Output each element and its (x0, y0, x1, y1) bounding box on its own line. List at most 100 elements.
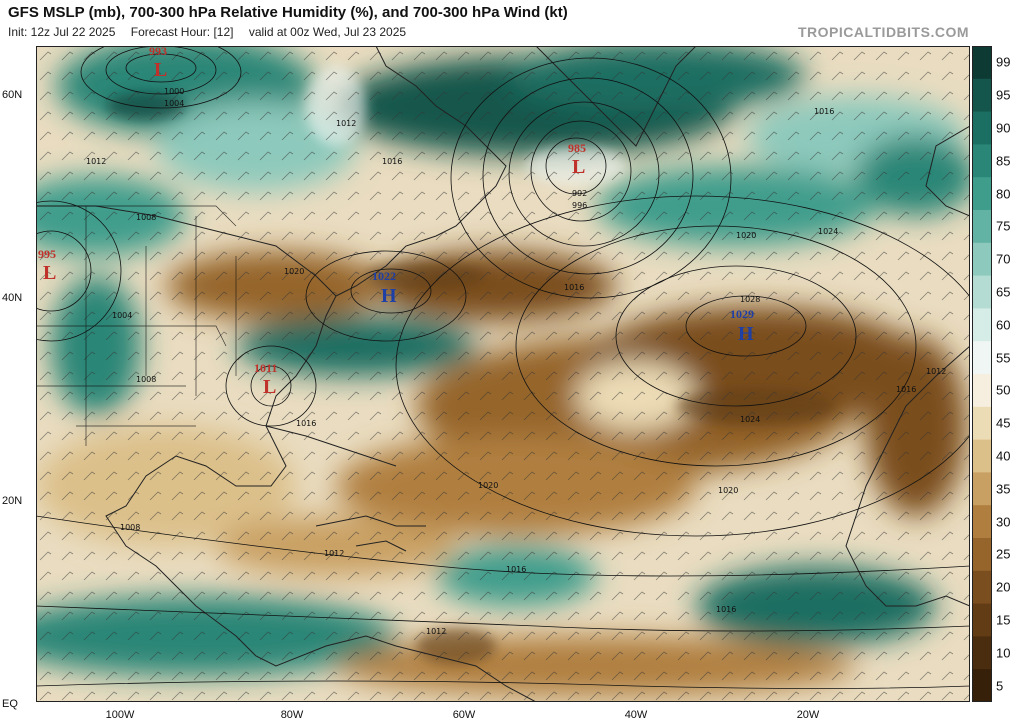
colorbar-swatch (972, 144, 992, 178)
colorbar-level-label: 20 (996, 579, 1011, 595)
isobar-label: 992 (572, 189, 587, 198)
isobar-label: 1016 (814, 107, 834, 116)
isobar-label: 1012 (86, 157, 106, 166)
colorbar-level-label: 65 (996, 284, 1011, 300)
colorbar-swatch (972, 570, 992, 605)
colorbar-swatch (972, 46, 992, 80)
lat-label-60n: 60N (2, 89, 23, 101)
map-frame (36, 46, 970, 702)
colorbar-level-label: 75 (996, 218, 1011, 234)
colorbar-swatch (972, 538, 992, 572)
valid-time: valid at 00z Wed, Jul 23 2025 (248, 25, 407, 39)
lat-label-eq: EQ (2, 698, 18, 710)
high-1022-symbol: H (381, 285, 397, 307)
isobars (36, 46, 970, 689)
colorbar-swatch (972, 636, 992, 670)
low-995-value: 995 (38, 247, 56, 261)
low-993-symbol: L (154, 59, 167, 81)
isobar-label: 1012 (336, 119, 356, 128)
lon-label-80w: 80W (280, 709, 304, 721)
colorbar-level-label: 15 (996, 612, 1011, 628)
lon-label-100w: 100W (105, 709, 135, 721)
init-time: Init: 12z Jul 22 2025 (8, 25, 116, 39)
lon-label-40w: 40W (624, 709, 648, 721)
isobar-label: 1012 (926, 367, 946, 376)
isobar-label: 1008 (120, 523, 140, 532)
colorbar-swatch (972, 308, 992, 342)
colorbar-level-label: 80 (996, 186, 1011, 202)
colorbar-level-label: 90 (996, 120, 1011, 136)
colorbar-swatch (972, 603, 992, 637)
low-1011-symbol: L (263, 376, 276, 398)
colorbar-swatch (972, 439, 992, 473)
high-1029-value: 1029 (730, 307, 754, 321)
colorbar-level-label: 55 (996, 350, 1011, 366)
isobar-label: 1012 (426, 627, 446, 636)
pressure-center-markers: 993 L 985 L 995 L 1011 L 1022 H 1029 H (38, 46, 754, 398)
colorbar-level-label: 45 (996, 415, 1011, 431)
colorbar-level-label: 50 (996, 382, 1011, 398)
isobar-label: 1016 (716, 605, 736, 614)
isobar-label: 1016 (506, 565, 526, 574)
isobar-label: 1016 (564, 283, 584, 292)
lon-label-60w: 60W (452, 709, 476, 721)
lat-label-40n: 40N (2, 292, 23, 304)
high-1029-symbol: H (738, 323, 754, 345)
isobar-label: 996 (572, 201, 587, 210)
colorbar-swatch (972, 374, 992, 408)
wind-barbs (36, 46, 970, 702)
humidity-colorbar (972, 46, 992, 702)
colorbar-swatch (972, 78, 992, 113)
colorbar-level-label: 85 (996, 153, 1011, 169)
colorbar-swatch (972, 406, 992, 441)
isobar-label: 1004 (164, 99, 184, 108)
isobar-label: 1028 (740, 295, 760, 304)
colorbar-level-label: 99 (996, 54, 1011, 70)
colorbar-swatch (972, 472, 992, 506)
colorbar-frame (972, 46, 992, 702)
colorbar-level-label: 60 (996, 317, 1011, 333)
isobar-label: 1020 (736, 231, 756, 240)
coastlines (36, 46, 970, 702)
colorbar-level-label: 95 (996, 87, 1011, 103)
colorbar-swatch (972, 275, 992, 309)
colorbar-swatch (972, 669, 992, 702)
isobar-label: 1016 (382, 157, 402, 166)
weather-map: 993 L 985 L 995 L 1011 L 1022 H 1029 H 1… (36, 46, 970, 702)
forecast-hour: Forecast Hour: [12] (130, 25, 234, 39)
colorbar-level-label: 35 (996, 481, 1011, 497)
colorbar-swatch (972, 111, 992, 145)
isobar-labels: 1000 1004 1012 1016 1020 1024 1028 1008 … (86, 87, 946, 636)
isobar-label: 1000 (164, 87, 184, 96)
colorbar-swatch (972, 177, 992, 211)
isobar-label: 1020 (284, 267, 304, 276)
lat-label-20n: 20N (2, 495, 23, 507)
colorbar-level-label: 10 (996, 645, 1011, 661)
isobar-label: 1008 (136, 375, 156, 384)
high-1022-value: 1022 (372, 269, 396, 283)
isobar-label: 1024 (740, 415, 760, 424)
lon-label-20w: 20W (796, 709, 820, 721)
colorbar-level-label: 70 (996, 251, 1011, 267)
colorbar-swatch (972, 242, 992, 277)
isobar-label: 1016 (296, 419, 316, 428)
isobar-label: 1024 (818, 227, 838, 236)
low-993-value: 993 (149, 46, 167, 58)
low-985-symbol: L (572, 156, 585, 178)
low-1011-value: 1011 (254, 361, 277, 375)
site-watermark: TROPICALTIDBITS.COM (797, 24, 969, 40)
isobar-label: 1020 (718, 486, 738, 495)
colorbar-level-label: 5 (996, 678, 1004, 694)
isobar-label: 1016 (896, 385, 916, 394)
colorbar-swatch (972, 210, 992, 244)
colorbar-level-label: 25 (996, 546, 1011, 562)
colorbar-level-label: 30 (996, 514, 1011, 530)
isobar-label: 1012 (324, 549, 344, 558)
colorbar-level-label: 40 (996, 448, 1011, 464)
political-borders (36, 205, 237, 446)
colorbar-swatch (972, 341, 992, 375)
low-995-symbol: L (43, 262, 56, 284)
colorbar-swatch (972, 505, 992, 539)
map-title: GFS MSLP (mb), 700-300 hPa Relative Humi… (8, 4, 568, 21)
run-info: Init: 12z Jul 22 2025 Forecast Hour: [12… (8, 25, 418, 39)
